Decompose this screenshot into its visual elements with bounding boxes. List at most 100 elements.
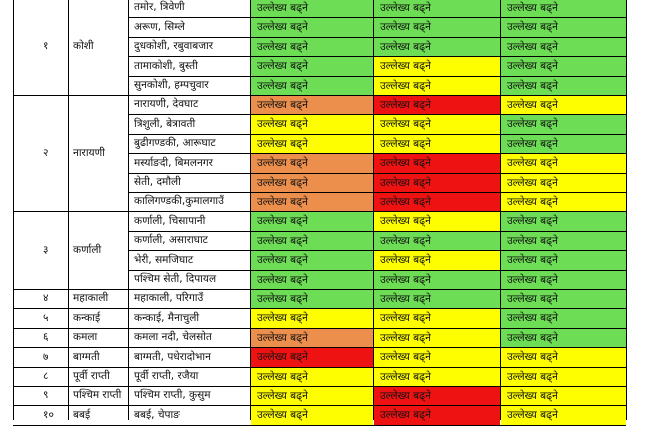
station-name: कमला नदी, चेलसोत [134, 331, 212, 344]
station-name: बाग्मती, पधेरादोभान [134, 350, 211, 363]
forecast-cell-yellow: उल्लेख्य बढ्ने [501, 348, 626, 367]
station-name: पश्चिम सेती, दिपायल [134, 273, 217, 286]
group-divider [13, 327, 626, 329]
forecast-cell-green: उल्लेख्य बढ्ने [251, 212, 373, 231]
group-divider [13, 347, 626, 349]
basin-name: बाग्मती [73, 350, 100, 363]
row-divider [128, 17, 626, 19]
forecast-cell-yellow: उल्लेख्य बढ्ने [374, 348, 500, 367]
forecast-cell-yellow: उल्लेख्य बढ्ने [501, 154, 626, 173]
forecast-cell-green: उल्लेख्य बढ्ने [501, 212, 626, 231]
row-divider [128, 56, 626, 58]
forecast-cell-orange: उल्लेख्य बढ्ने [251, 154, 373, 173]
forecast-cell-yellow: उल्लेख्य बढ्ने [374, 212, 500, 231]
station-name: कर्णाली, चिसापानी [134, 214, 206, 227]
basin-number: ९ [43, 389, 49, 402]
forecast-cell-red: उल्लेख्य बढ्ने [251, 348, 373, 367]
forecast-cell-red: उल्लेख्य बढ्ने [374, 193, 500, 212]
forecast-cell-yellow: उल्लेख्य बढ्ने [501, 96, 626, 115]
forecast-cell-green: उल्लेख्य बढ्ने [501, 270, 626, 289]
forecast-cell-orange: उल्लेख्य बढ्ने [251, 173, 373, 192]
forecast-cell-green: उल्लेख्य बढ्ने [374, 37, 500, 57]
forecast-cell-yellow: उल्लेख्य बढ्ने [374, 115, 500, 134]
forecast-cell-green: उल्लेख्य बढ्ने [374, 0, 500, 18]
basin-name: पश्चिम राप्ती [73, 389, 122, 402]
forecast-cell-yellow: उल्लेख्य बढ्ने [374, 134, 500, 154]
station-name: पूर्वी राप्ती, रजैया [134, 370, 199, 383]
basin-name: महाकाली [73, 292, 109, 305]
forecast-cell-yellow: उल्लेख्य बढ्ने [501, 193, 626, 212]
row-divider [128, 153, 626, 155]
forecast-cell-green: उल्लेख्य बढ्ने [501, 251, 626, 270]
group-divider [13, 405, 626, 407]
basin-name: कन्काई [73, 311, 101, 324]
station-name: नारायणी, देवघाट [134, 98, 199, 111]
basin-name: नारायणी [73, 146, 105, 159]
station-name: दुधकोशी, रबुवाबजार [134, 40, 213, 53]
forecast-cell-green: उल्लेख्य बढ्ने [251, 231, 373, 251]
forecast-cell-yellow: उल्लेख्य बढ्ने [501, 406, 626, 425]
forecast-cell-yellow: उल्लेख्य बढ्ने [251, 387, 373, 406]
forecast-cell-green: उल्लेख्य बढ्ने [251, 270, 373, 289]
station-name: त्रिशुली, बेत्रावती [134, 117, 196, 130]
forecast-cell-green: उल्लेख्य बढ्ने [501, 37, 626, 57]
forecast-cell-green: उल्लेख्य बढ्ने [374, 231, 500, 251]
group-divider [13, 95, 626, 96]
forecast-cell-green: उल्लेख्य बढ्ने [251, 0, 373, 18]
row-divider [128, 36, 626, 38]
forecast-cell-green: उल्लेख्य बढ्ने [501, 0, 626, 18]
forecast-cell-green: उल्लेख्य बढ्ने [251, 290, 373, 309]
station-name: सेती, दमौली [134, 176, 181, 189]
forecast-cell-yellow: उल्लेख्य बढ्ने [374, 76, 500, 95]
forecast-cell-yellow: उल्लेख्य बढ्ने [501, 387, 626, 406]
basin-number: १० [43, 408, 54, 421]
group-divider [13, 366, 626, 368]
column-divider [13, 0, 14, 420]
forecast-cell-red: उल्लेख्य बढ्ने [374, 154, 500, 173]
forecast-cell-red: उल्लेख्य बढ्ने [374, 387, 500, 406]
basin-number: ४ [43, 292, 49, 305]
forecast-cell-green: उल्लेख्य बढ्ने [501, 115, 626, 134]
forecast-cell-green: उल्लेख्य बढ्ने [501, 134, 626, 154]
column-divider [626, 0, 627, 420]
forecast-cell-yellow: उल्लेख्य बढ्ने [251, 134, 373, 154]
forecast-cell-yellow: उल्लेख्य बढ्ने [374, 328, 500, 348]
forecast-cell-green: उल्लेख्य बढ्ने [251, 76, 373, 95]
basin-name: कोशी [73, 40, 94, 53]
forecast-cell-red: उल्लेख्य बढ्ने [374, 96, 500, 115]
forecast-cell-orange: उल्लेख्य बढ्ने [251, 328, 373, 348]
forecast-cell-green: उल्लेख्य बढ्ने [251, 57, 373, 76]
forecast-cell-yellow: उल्लेख्य बढ्ने [374, 309, 500, 328]
group-divider [13, 308, 626, 310]
station-name: तामाकोशी, बुस्ती [134, 59, 198, 72]
station-name: कालिगण्डकी,कुमालगाउँ [134, 195, 224, 208]
station-name: बुढीगण्डकी, आरूघाट [134, 137, 216, 150]
row-divider [128, 269, 626, 271]
forecast-cell-yellow: उल्लेख्य बढ्ने [374, 251, 500, 270]
forecast-cell-yellow: उल्लेख्य बढ्ने [251, 115, 373, 134]
basin-number: ६ [43, 331, 49, 344]
forecast-cell-yellow: उल्लेख्य बढ्ने [501, 173, 626, 192]
column-divider [128, 0, 129, 420]
group-divider [13, 211, 626, 213]
row-divider [128, 133, 626, 135]
forecast-cell-yellow: उल्लेख्य बढ्ने [251, 367, 373, 386]
forecast-cell-green: उल्लेख्य बढ्ने [501, 57, 626, 76]
forecast-cell-orange: उल्लेख्य बढ्ने [251, 193, 373, 212]
forecast-cell-green: उल्लेख्य बढ्ने [251, 251, 373, 270]
row-divider [128, 192, 626, 193]
station-name: कन्काई, मैनाचुली [134, 311, 200, 324]
forecast-cell-green: उल्लेख्य बढ्ने [374, 290, 500, 309]
forecast-cell-red: उल्लेख्य बढ्ने [374, 173, 500, 192]
basin-number: ३ [43, 243, 49, 256]
column-divider [373, 0, 374, 420]
forecast-cell-green: उल्लेख्य बढ्ने [501, 76, 626, 95]
forecast-cell-yellow: उल्लेख्य बढ्ने [501, 367, 626, 386]
basin-number: १ [43, 40, 49, 53]
row-divider [128, 172, 626, 174]
forecast-cell-green: उल्लेख्य बढ्ने [251, 37, 373, 57]
group-divider [13, 289, 626, 290]
forecast-cell-green: उल्लेख्य बढ्ने [501, 328, 626, 348]
basin-name: पूर्वी राप्ती [73, 370, 110, 383]
basin-name: बबई [73, 408, 91, 421]
